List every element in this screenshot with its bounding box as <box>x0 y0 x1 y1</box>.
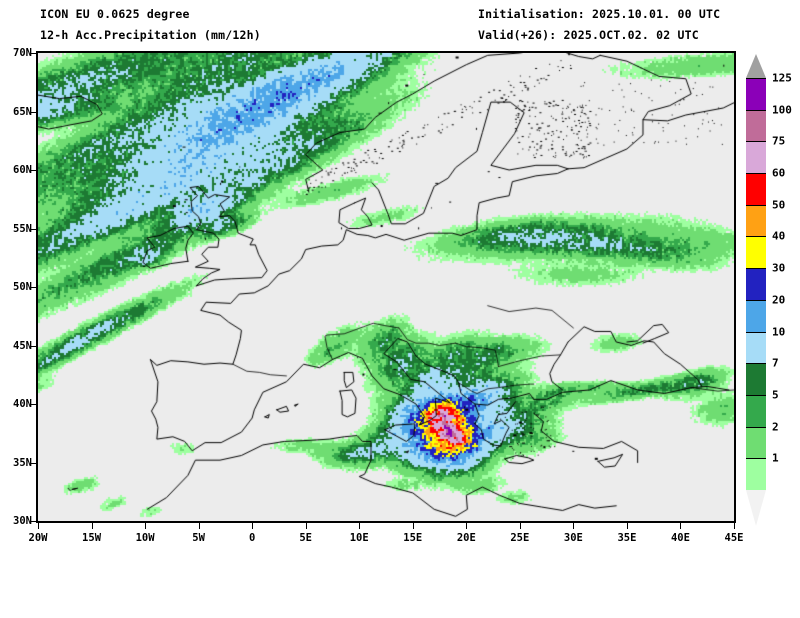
colorbar-band <box>746 173 766 205</box>
y-axis-tick <box>30 111 36 113</box>
colorbar-band <box>746 363 766 395</box>
colorbar-band <box>746 236 766 269</box>
x-axis-label: 5W <box>192 532 205 544</box>
colorbar-tick-label: 10 <box>772 325 786 339</box>
colorbar-band <box>746 458 766 490</box>
colorbar-band <box>746 331 766 364</box>
y-axis-label: 60N <box>13 164 32 176</box>
colorbar-tick-label: 7 <box>772 356 779 370</box>
x-axis-tick <box>734 523 735 529</box>
y-axis-label: 70N <box>13 47 32 59</box>
x-axis-tick <box>305 523 307 529</box>
colorbar-tick-label: 30 <box>772 261 786 275</box>
x-axis-label: 45E <box>724 532 744 544</box>
colorbar-divider <box>746 458 766 460</box>
x-axis-label: 20E <box>456 532 476 544</box>
x-axis-tick <box>680 523 682 529</box>
colorbar-divider <box>746 173 766 175</box>
y-axis-label: 45N <box>13 339 32 352</box>
colorbar-tick-label: 100 <box>772 103 792 117</box>
x-axis-tick <box>198 523 200 529</box>
x-axis-tick <box>626 523 628 529</box>
x-axis-label: 20W <box>28 532 48 544</box>
x-axis-tick <box>91 523 93 529</box>
x-axis-label: 15E <box>403 532 423 544</box>
x-axis-tick <box>252 523 254 529</box>
colorbar-divider <box>746 363 766 365</box>
colorbar-band <box>746 394 766 427</box>
y-axis-tick <box>30 462 36 464</box>
y-axis-tick <box>30 345 36 347</box>
y-axis-label: 55N <box>13 222 32 235</box>
x-axis-tick <box>38 523 39 529</box>
x-axis-tick <box>573 523 575 529</box>
colorbar-tick-label: 20 <box>772 293 786 307</box>
triangle-down-icon <box>746 490 766 526</box>
x-axis-label: 5E <box>299 532 313 544</box>
colorbar-divider <box>746 268 766 270</box>
colorbar-band <box>746 268 766 300</box>
colorbar-band <box>746 204 766 237</box>
colorbar-tick-label: 2 <box>772 420 779 434</box>
model-title: ICON EU 0.0625 degree <box>40 7 190 21</box>
colorbar-divider <box>746 426 766 428</box>
x-axis-tick <box>359 523 361 529</box>
colorbar-legend: 1 2 5 7 10 20 30 40 50 60 75 100 125 <box>746 54 792 526</box>
colorbar-band <box>746 78 766 110</box>
colorbar-tick-label: 125 <box>772 71 792 85</box>
colorbar-divider <box>746 78 766 79</box>
colorbar-divider <box>746 141 766 143</box>
x-axis-label: 30E <box>563 532 583 544</box>
y-axis-label: 35N <box>13 456 32 469</box>
x-axis-label: 15W <box>82 532 102 544</box>
colorbar-tick-label: 1 <box>772 451 779 465</box>
x-axis-label: 40E <box>670 532 690 544</box>
y-axis-tick <box>30 287 36 288</box>
x-axis-label: 0 <box>248 532 256 544</box>
y-axis-label: 40N <box>13 398 32 410</box>
colorbar-band <box>746 109 766 142</box>
map-raster <box>38 53 734 521</box>
colorbar-tick-label: 5 <box>772 388 779 402</box>
x-axis-tick <box>145 523 147 529</box>
colorbar-tick-label: 40 <box>772 229 786 243</box>
y-axis-label: 65N <box>13 105 32 118</box>
x-axis-tick <box>466 523 468 529</box>
colorbar-tick-label: 75 <box>772 134 786 148</box>
x-axis-label: 10E <box>349 532 369 544</box>
triangle-up-icon <box>746 54 766 78</box>
field-title: 12-h Acc.Precipitation (mm/12h) <box>40 28 261 42</box>
y-axis-tick <box>30 404 36 405</box>
y-axis-tick <box>30 521 36 522</box>
precipitation-map <box>36 51 736 523</box>
y-axis-label: 50N <box>13 281 32 293</box>
colorbar-divider <box>746 236 766 238</box>
y-axis-tick <box>30 228 36 230</box>
x-axis-tick <box>519 523 521 529</box>
initialisation-time: Initialisation: 2025.10.01. 00 UTC <box>478 7 721 21</box>
x-axis-tick <box>412 523 414 529</box>
colorbar-divider <box>746 331 766 333</box>
colorbar-divider <box>746 204 766 206</box>
colorbar-band <box>746 299 766 332</box>
x-axis-label: 35E <box>617 532 637 544</box>
colorbar-divider <box>746 299 766 301</box>
colorbar-band <box>746 141 766 174</box>
y-axis-tick <box>30 170 36 171</box>
colorbar-divider <box>746 109 766 111</box>
colorbar-band <box>746 426 766 459</box>
x-axis-label: 10W <box>135 532 155 544</box>
y-axis-label: 30N <box>13 515 32 527</box>
colorbar-divider <box>746 394 766 396</box>
colorbar-tick-label: 50 <box>772 198 786 212</box>
colorbar-tick-label: 60 <box>772 166 786 180</box>
valid-time: Valid(+26): 2025.OCT.02. 02 UTC <box>478 28 699 42</box>
y-axis-tick <box>30 53 36 54</box>
x-axis-label: 25E <box>510 532 530 544</box>
